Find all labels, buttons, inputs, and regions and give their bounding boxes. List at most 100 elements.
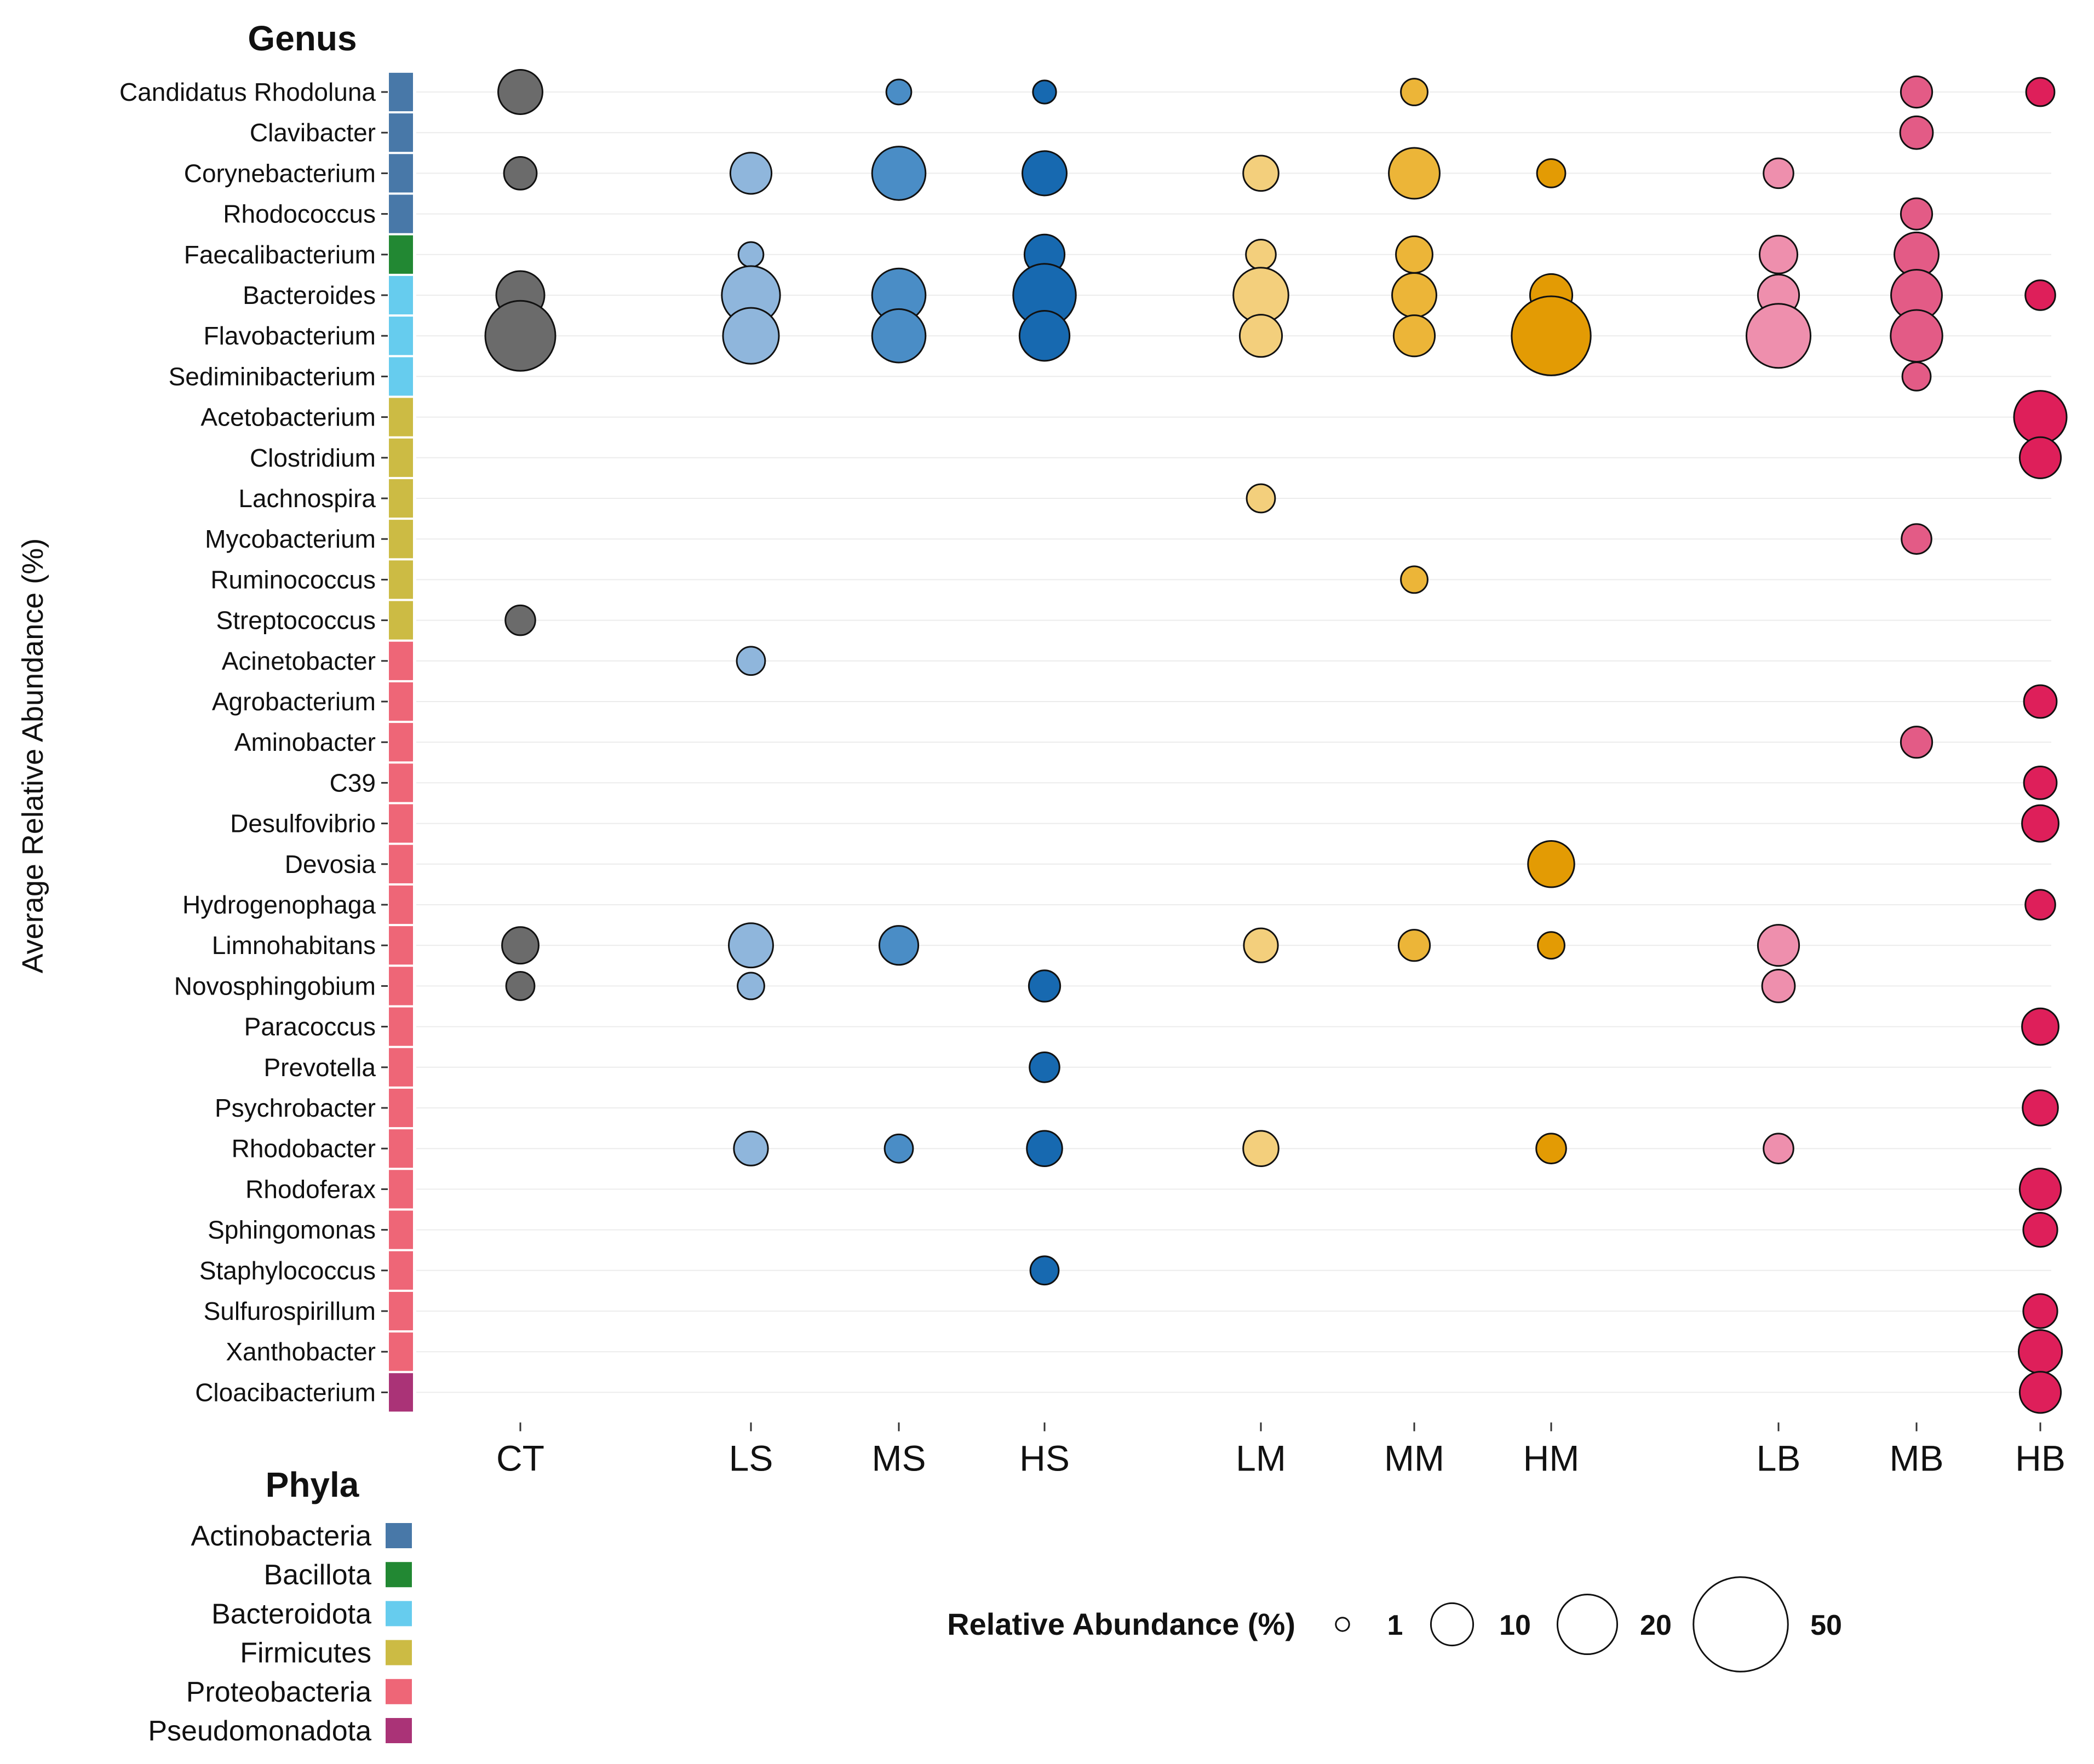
phyla-legend-key [386,1679,412,1704]
phyla-legend-label: Actinobacteria [191,1520,371,1552]
phylum-color-bar [389,72,413,1412]
genus-label: Mycobacterium [205,525,376,553]
genus-label: Sediminibacterium [169,362,376,390]
size-legend-circle [1430,1602,1475,1647]
bubble [1745,303,1812,369]
phylum-bar-segment [389,763,413,802]
column-label: MM [1384,1438,1444,1478]
genus-header: Genus [248,19,357,58]
phylum-bar-segment [389,235,413,274]
bubble [737,241,765,268]
bubble [1245,239,1277,271]
genus-label: Acetobacterium [200,403,376,432]
bubble [1242,154,1280,192]
bubble [1763,1133,1794,1164]
bubble [871,308,927,364]
bubble [722,307,780,365]
phyla-legend: Actinobacteria Bacillota Bacteroidota Firmi… [148,1520,412,1747]
bubble [1392,314,1436,358]
phylum-bar-segment [389,1210,413,1249]
bubble [878,925,920,966]
phylum-bar-segment [389,1251,413,1290]
genus-label: Devosia [285,850,376,878]
genus-label: Xanthobacter [226,1337,376,1366]
bubble [2018,1168,2062,1211]
phylum-bar-segment [389,723,413,762]
column-label: LB [1757,1438,1801,1478]
bubble [1028,969,1062,1003]
phylum-bar-segment [389,804,413,843]
genus-label: Rhodobacter [232,1134,376,1163]
phyla-legend-key [386,1640,412,1665]
bubble [1899,115,1934,150]
bubble [2022,1089,2059,1127]
y-axis-title: Average Relative Abundance (%) [16,538,49,974]
phylum-bar-segment [389,641,413,680]
bubbles [484,69,2068,1414]
bubble [736,646,766,676]
phylum-bar-segment [389,1007,413,1046]
phyla-legend-label: Pseudomonadota [148,1715,371,1747]
phylum-bar-segment [389,479,413,518]
bubble [1757,924,1800,967]
phylum-bar-segment [389,1048,413,1087]
bubble [2021,1007,2059,1046]
bubble [2017,1329,2063,1375]
size-legend-label: 10 [1499,1610,1531,1641]
bubble [884,1133,914,1164]
phyla-legend-title: Phyla [266,1465,359,1504]
bubble [2024,279,2056,311]
bubble [1238,314,1283,358]
genus-label: Clavibacter [250,118,376,147]
bubble [1395,235,1433,274]
phyla-legend-label: Firmicutes [240,1637,371,1669]
bubble [1763,157,1794,189]
genus-label: Lachnospira [238,484,376,513]
genus-label: Rhodoferax [245,1175,376,1203]
bubble [501,926,540,965]
size-legend-circle [1335,1617,1350,1632]
bubble [1032,79,1057,105]
genus-label: Psychrobacter [215,1094,376,1122]
phylum-bar-segment [389,520,413,559]
genus-label: Sulfurospirillum [204,1297,376,1325]
bubble [1397,929,1431,962]
genus-label: Clostridium [250,444,376,472]
bubble [1527,840,1575,888]
genus-label: Cloacibacterium [195,1378,376,1406]
phylum-bar-segment [389,438,413,477]
bubble [1026,1130,1063,1167]
bubble [1901,523,1932,555]
bubble [503,156,538,191]
column-label: CT [496,1438,544,1478]
bubble [484,300,557,372]
size-legend-title: Relative Abundance (%) [947,1607,1295,1641]
genus-label: Corynebacterium [184,159,376,187]
phylum-bar-segment [389,682,413,721]
phylum-bar-segment [389,926,413,965]
bubble [1900,75,1934,109]
genus-label: Rhodococcus [223,200,376,228]
size-legend-circle [1693,1576,1789,1673]
genus-label: Paracoccus [244,1013,376,1041]
bubble [1018,310,1071,362]
bubble [2021,804,2059,843]
phylum-bar-segment [389,154,413,193]
genus-label: Agrobacterium [212,687,376,716]
bubble [1243,927,1279,963]
bubble [2023,684,2058,719]
genus-label: Aminobacter [234,728,376,756]
size-legend-label: 1 [1387,1610,1403,1641]
bubble [1029,1051,1060,1083]
phylum-bar-segment [389,844,413,883]
bubble [2023,766,2058,800]
column-label: HB [2015,1438,2066,1478]
bubble [1890,309,1943,363]
genus-label: Staphylococcus [199,1256,376,1285]
bubble [2024,889,2056,921]
bubble [1900,726,1934,759]
bubble [1537,931,1565,960]
bubble [733,1130,769,1167]
bubble [728,922,774,969]
